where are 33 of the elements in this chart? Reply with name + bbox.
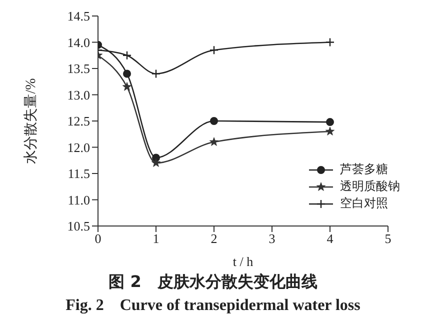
x-axis-title: t / h (232, 254, 254, 269)
y-axis-title: 水分散失量/% (22, 78, 39, 164)
legend-label: 空白对照 (340, 195, 388, 212)
point (326, 118, 334, 126)
y-tick-label: 12.5 (67, 114, 90, 129)
x-tick-label: 1 (152, 231, 160, 246)
text: Fig. 2 Curve of transepidermal water loss (64, 296, 362, 316)
y-tick-label: 11.5 (68, 166, 90, 182)
x-tick-label: 2 (210, 231, 218, 246)
x-tick-label: 5 (384, 231, 392, 246)
point (325, 38, 335, 47)
x-tick-label: 0 (94, 231, 102, 246)
point (122, 50, 132, 60)
y-tick-label: 14.0 (67, 34, 90, 50)
point (151, 69, 161, 78)
point (210, 117, 218, 125)
point (151, 158, 161, 167)
y-tick-label: 10.5 (67, 218, 90, 234)
point (209, 137, 219, 146)
y-tick-label: 11.0 (68, 192, 90, 208)
y-tick-label: 13.5 (67, 61, 90, 76)
y-tick-label: 12.0 (67, 140, 90, 155)
point (122, 82, 132, 91)
legend-label: 芦荟多糖 (340, 161, 388, 178)
x-tick-label: 3 (268, 231, 276, 246)
y-tick-label: 13.0 (67, 87, 90, 102)
point (209, 46, 219, 55)
point (123, 70, 131, 78)
x-tick-label: 4 (326, 231, 334, 246)
point (325, 126, 335, 136)
y-tick-label: 14.5 (67, 8, 90, 24)
legend-label: 透明质酸钠 (340, 178, 400, 195)
text: 图 2 皮肤水分散失变化曲线 (108, 272, 318, 293)
